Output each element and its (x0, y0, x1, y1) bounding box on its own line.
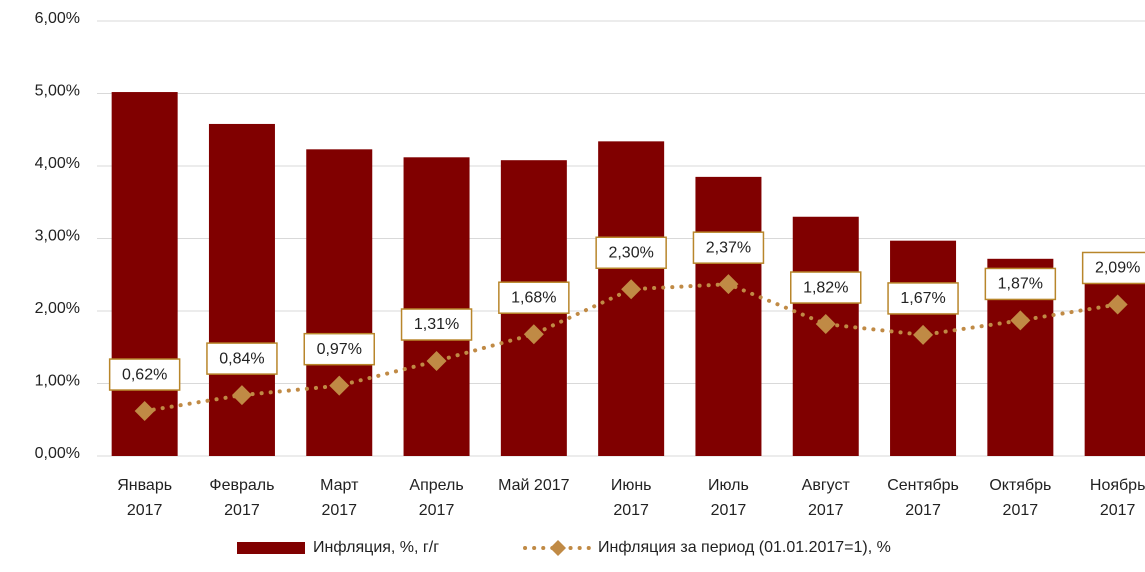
data-label: 2,09% (1095, 260, 1140, 277)
x-tick-label: Сентябрь 2017 (887, 477, 959, 519)
data-label: 0,97% (317, 341, 362, 358)
diamond-marker (1107, 294, 1128, 315)
data-label-box (400, 308, 473, 341)
bar (208, 123, 275, 456)
bar (306, 149, 373, 456)
x-tick-label: Апрель 2017 (409, 477, 463, 519)
data-label-box (108, 358, 181, 391)
legend-marker (550, 540, 566, 556)
y-tick-label: 1,00% (35, 373, 80, 390)
bar (792, 216, 859, 456)
data-label: 1,68% (511, 289, 556, 306)
y-tick-label: 6,00% (35, 10, 80, 27)
data-label: 1,67% (900, 290, 945, 307)
x-tick-label: Октябрь 2017 (989, 477, 1051, 519)
diamond-marker (718, 274, 739, 295)
diamond-marker (913, 324, 934, 345)
data-label-box (790, 271, 862, 304)
diamond-marker (134, 401, 155, 422)
y-tick-label: 5,00% (35, 83, 80, 100)
data-label-box (984, 267, 1057, 301)
diamond-marker (1010, 310, 1031, 331)
y-tick-label: 2,00% (35, 300, 80, 317)
x-tick-label: Июль 2017 (708, 477, 749, 519)
data-label: 2,37% (706, 239, 751, 256)
y-tick-label: 4,00% (35, 155, 80, 172)
data-label: 1,87% (998, 276, 1043, 293)
y-tick-label: 3,00% (35, 228, 80, 245)
diamond-marker (621, 279, 642, 300)
diamond-marker (815, 314, 836, 335)
bar (695, 176, 762, 456)
data-label-box (206, 342, 278, 375)
x-tick-label: Август 2017 (802, 477, 851, 519)
x-tick-label: Ноябрь 2017 (1090, 477, 1145, 519)
x-tick-label: Февраль 2017 (209, 477, 274, 519)
data-label-box (498, 281, 570, 314)
bar (890, 240, 957, 456)
legend-label: Инфляция, %, г/г (313, 539, 439, 556)
data-label-box (887, 282, 959, 315)
y-tick-label: 0,00% (35, 445, 80, 462)
diamond-marker (523, 324, 544, 345)
x-tick-label: Январь 2017 (117, 477, 172, 519)
legend-swatch (237, 542, 305, 554)
diamond-marker (231, 385, 252, 406)
x-tick-label: Июнь 2017 (611, 477, 652, 519)
data-label: 1,82% (803, 279, 848, 296)
data-label-box (303, 332, 375, 366)
data-label: 0,62% (122, 366, 167, 383)
line (142, 282, 1120, 414)
diamond-marker (329, 375, 350, 396)
bar (111, 92, 178, 457)
data-label: 0,84% (219, 350, 264, 367)
data-label-box (1081, 251, 1145, 285)
data-label: 2,30% (608, 244, 653, 261)
x-tick-label: Март 2017 (320, 477, 359, 519)
diamond-marker (426, 351, 447, 372)
data-label-box (692, 231, 765, 264)
bar (403, 157, 470, 457)
data-label-box (595, 236, 667, 269)
data-label: 1,31% (414, 316, 459, 333)
legend-label: Инфляция за период (01.01.2017=1), % (598, 539, 891, 556)
x-tick-label: Май 2017 (498, 477, 569, 494)
